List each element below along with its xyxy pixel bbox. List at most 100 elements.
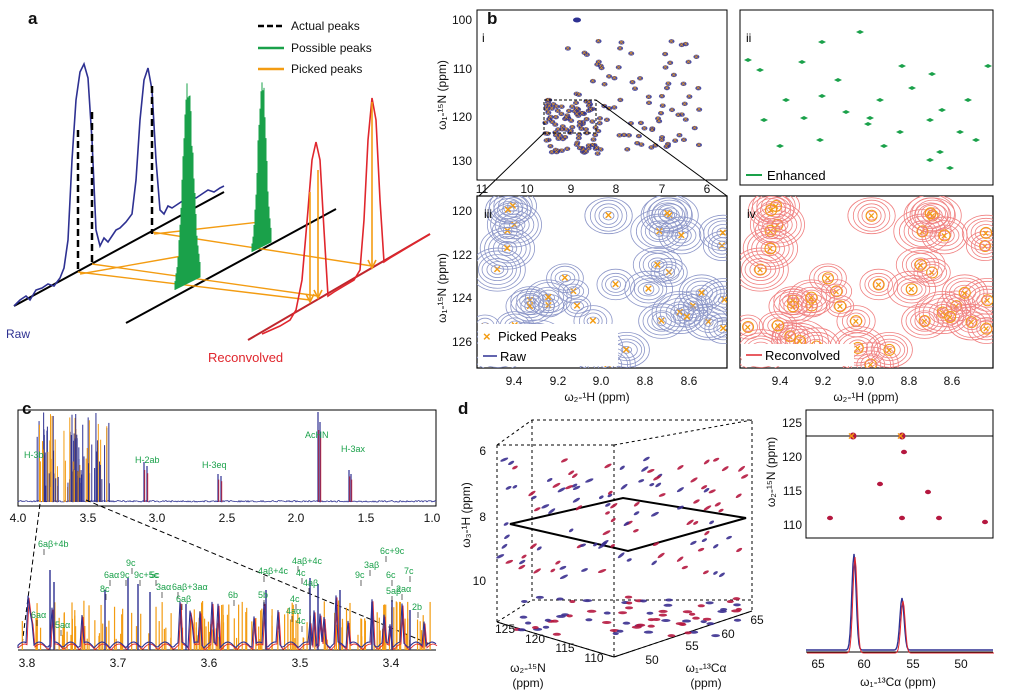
projected-peak	[542, 625, 550, 629]
projected-peak	[658, 613, 668, 617]
contour-line	[751, 196, 791, 225]
peak-3d	[690, 540, 697, 545]
panel-b-ii: ii Enhanced	[739, 9, 994, 186]
contour-line	[478, 254, 517, 285]
contour-line	[945, 277, 985, 309]
peak-3d	[557, 487, 566, 493]
ztick-d: 10	[473, 574, 487, 588]
peak-3d	[559, 565, 567, 570]
picked-marker: ×	[554, 148, 559, 157]
peak-blob	[564, 46, 571, 51]
picked-marker: ×	[649, 143, 654, 152]
peak-3d	[529, 543, 537, 549]
projected-peak	[626, 601, 633, 605]
enhanced-peak	[896, 130, 904, 134]
label-c-top: H-3ax	[341, 444, 366, 454]
xtick-c-bottom: 3.5	[292, 656, 309, 670]
peak-3d	[701, 485, 708, 490]
picked-marker: ×	[720, 292, 728, 307]
peak-blob	[582, 127, 589, 132]
reconvolved-trace	[261, 97, 431, 335]
peak-3d	[718, 508, 724, 513]
picked-marker: ×	[664, 142, 669, 151]
contour-line	[756, 198, 786, 223]
contour-line	[559, 274, 571, 283]
enhanced-peak	[760, 118, 768, 122]
xtick-c-top: 4.0	[10, 511, 27, 525]
peak-3d	[657, 552, 665, 559]
peak-blob	[628, 51, 635, 56]
picked-marker: ×	[663, 50, 668, 59]
contour-line	[678, 294, 709, 319]
peak-3d	[709, 520, 715, 525]
contour-line	[751, 233, 790, 264]
contour-line	[670, 304, 690, 322]
peak-blob	[576, 132, 583, 137]
ytick-b-iii: 126	[452, 335, 472, 349]
peak-blob	[618, 40, 625, 45]
contour-line	[711, 224, 727, 242]
projected-peak	[544, 618, 552, 622]
panel-label-c: c	[22, 399, 31, 418]
contour-line	[643, 196, 692, 233]
peak-3d	[633, 529, 639, 533]
peak-blob	[637, 76, 644, 81]
peak-blob	[625, 133, 632, 138]
picked-marker: ×	[554, 131, 559, 140]
ztick-d: 6	[479, 444, 486, 458]
label-c-top: H-3b	[24, 450, 44, 460]
ntick-d: 110	[584, 651, 603, 665]
enhanced-peak	[866, 116, 874, 120]
enhanced-peak	[818, 94, 826, 98]
peak-label: 6aβ+3aα	[172, 582, 208, 592]
picked-marker: ×	[567, 106, 572, 115]
catick-d: 65	[750, 613, 764, 627]
peak-3d	[512, 485, 518, 489]
picked-marker: ×	[587, 97, 592, 106]
picked-marker: ×	[596, 37, 601, 46]
peak-label: 3aα	[156, 582, 171, 592]
contour-line	[698, 214, 727, 251]
xtick-d-right: 55	[906, 657, 920, 671]
contour-line	[656, 315, 667, 327]
peak-3d	[518, 564, 526, 570]
peak-label: 4c	[296, 568, 306, 578]
contour-line	[532, 286, 565, 309]
picked-marker: ×	[568, 126, 573, 135]
picked-marker: ×	[824, 273, 830, 285]
contour-line	[546, 263, 584, 293]
picked-marker: ×	[929, 268, 935, 280]
picked-marker: ×	[560, 135, 565, 144]
peak-3d	[693, 499, 700, 504]
projected-peak	[732, 597, 741, 601]
ytick-b-i: 100	[452, 13, 472, 27]
picked-marker: ×	[696, 84, 701, 93]
contour-line	[643, 283, 655, 295]
enhanced-peak	[744, 58, 752, 62]
peak-3d	[521, 554, 527, 559]
projected-peak	[519, 615, 528, 619]
panel-b-iv: ××××××××× ×××××××××××××××××××××××××××××××…	[739, 195, 994, 404]
projected-peak	[552, 632, 561, 636]
peak-blob	[632, 86, 639, 91]
projected-peak	[706, 622, 715, 626]
enhanced-peak	[818, 40, 826, 44]
peak-blob	[552, 114, 559, 120]
ytick-b-iii: 124	[452, 291, 472, 305]
contour-line	[906, 196, 955, 233]
picked-marker: ×	[583, 125, 588, 134]
peak-label: 5b	[258, 590, 268, 600]
peak-label: 2b	[412, 602, 422, 612]
peak-3d	[505, 485, 512, 490]
peak-3d	[508, 460, 515, 466]
picked-marker: ×	[493, 262, 501, 277]
contour-line	[655, 293, 704, 332]
peak-blob	[629, 80, 636, 85]
legend-picked-peaks: Picked peaks	[291, 62, 362, 76]
peak-blob	[569, 125, 576, 130]
axis-possible	[125, 208, 337, 324]
picked-marker: ×	[577, 121, 582, 130]
projected-peak	[733, 603, 741, 607]
peaks-d-right: × ×	[827, 429, 988, 525]
contour-line	[910, 310, 940, 332]
